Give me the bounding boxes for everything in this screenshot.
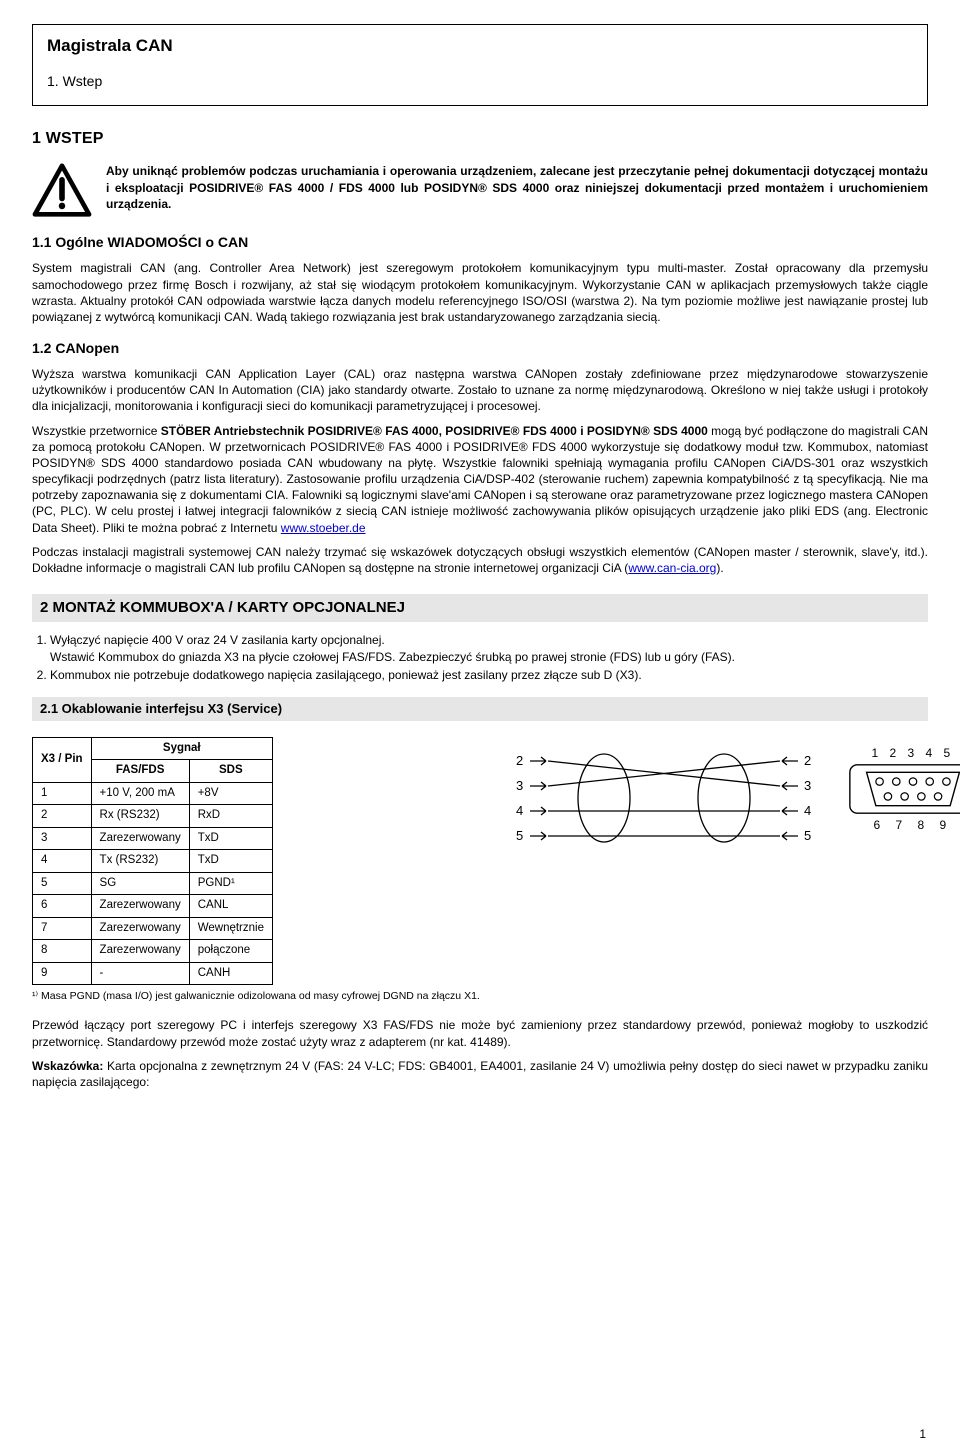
cable-diagram: 2 3 4 5 2 3 4 5 bbox=[504, 731, 824, 865]
p12b-bold: STÖBER Antriebstechnik POSIDRIVE® FAS 40… bbox=[161, 424, 708, 438]
cell-sds: CANH bbox=[189, 962, 272, 985]
svg-text:3: 3 bbox=[804, 778, 811, 793]
section-1-1-heading: 1.1 Ogólne WIADOMOŚCI o CAN bbox=[32, 233, 928, 252]
table-row: 7ZarezerwowanyWewnętrznie bbox=[33, 917, 273, 940]
svg-text:2: 2 bbox=[516, 753, 523, 768]
paragraph-end-1: Przewód łączący port szeregowy PC i inte… bbox=[32, 1017, 928, 1049]
step-1-line2: Wstawić Kommubox do gniazda X3 na płycie… bbox=[50, 650, 735, 664]
doc-subtitle: 1. Wstep bbox=[47, 72, 913, 91]
table-row: 1+10 V, 200 mA+8V bbox=[33, 782, 273, 805]
step-1-line1: Wyłączyć napięcie 400 V oraz 24 V zasila… bbox=[50, 633, 385, 647]
cell-fas: - bbox=[91, 962, 189, 985]
warning-icon bbox=[32, 163, 92, 219]
section-1-heading: 1 WSTEP bbox=[32, 128, 928, 150]
table-row: 6ZarezerwowanyCANL bbox=[33, 895, 273, 918]
p12c-post: ). bbox=[716, 561, 723, 575]
cell-pin: 8 bbox=[33, 940, 92, 963]
table-row: 4Tx (RS232)TxD bbox=[33, 850, 273, 873]
cell-pin: 5 bbox=[33, 872, 92, 895]
svg-text:5: 5 bbox=[516, 828, 523, 843]
warning-paragraph: Aby uniknąć problemów podczas uruchamian… bbox=[106, 163, 928, 212]
table-row: 2Rx (RS232)RxD bbox=[33, 805, 273, 828]
cell-fas: Tx (RS232) bbox=[91, 850, 189, 873]
cell-fas: Zarezerwowany bbox=[91, 895, 189, 918]
section-2-bar: 2 MONTAŻ KOMMUBOX'A / KARTY OPCJONALNEJ bbox=[32, 594, 928, 622]
doc-title: Magistrala CAN bbox=[47, 35, 913, 58]
conn-top-labels: 1 2 3 4 5 bbox=[871, 745, 954, 761]
cell-pin: 2 bbox=[33, 805, 92, 828]
cell-fas: SG bbox=[91, 872, 189, 895]
warning-text: Aby uniknąć problemów podczas uruchamian… bbox=[106, 163, 928, 212]
paragraph-1-2c: Podczas instalacji magistrali systemowej… bbox=[32, 544, 928, 576]
paragraph-end-2: Wskazówka: Karta opcjonalna z zewnętrzny… bbox=[32, 1058, 928, 1090]
cell-pin: 6 bbox=[33, 895, 92, 918]
cell-sds: TxD bbox=[189, 850, 272, 873]
cell-fas: +10 V, 200 mA bbox=[91, 782, 189, 805]
step-1: Wyłączyć napięcie 400 V oraz 24 V zasila… bbox=[50, 632, 928, 664]
th-pin: X3 / Pin bbox=[33, 737, 92, 782]
table-row: 9-CANH bbox=[33, 962, 273, 985]
paragraph-1-2a: Wyższa warstwa komunikacji CAN Applicati… bbox=[32, 366, 928, 415]
cell-pin: 3 bbox=[33, 827, 92, 850]
warning-block: Aby uniknąć problemów podczas uruchamian… bbox=[32, 163, 928, 219]
cell-sds: CANL bbox=[189, 895, 272, 918]
header-box: Magistrala CAN 1. Wstep bbox=[32, 24, 928, 106]
cell-sds: TxD bbox=[189, 827, 272, 850]
table-row: 3ZarezerwowanyTxD bbox=[33, 827, 273, 850]
cell-sds: PGND¹ bbox=[189, 872, 272, 895]
cell-fas: Zarezerwowany bbox=[91, 940, 189, 963]
cell-fas: Zarezerwowany bbox=[91, 917, 189, 940]
hint-label: Wskazówka: bbox=[32, 1059, 103, 1073]
page-number: 1 bbox=[919, 1426, 926, 1442]
link-stoeber[interactable]: www.stoeber.de bbox=[281, 521, 366, 535]
svg-text:2: 2 bbox=[804, 753, 811, 768]
svg-text:3: 3 bbox=[516, 778, 523, 793]
section-1-2-heading: 1.2 CANopen bbox=[32, 339, 928, 358]
p12c-pre: Podczas instalacji magistrali systemowej… bbox=[32, 545, 928, 575]
th-signal: Sygnał bbox=[91, 737, 272, 760]
table-row: 5SGPGND¹ bbox=[33, 872, 273, 895]
cell-pin: 7 bbox=[33, 917, 92, 940]
step-2: Kommubox nie potrzebuje dodatkowego napi… bbox=[50, 667, 928, 683]
paragraph-1-1: System magistrali CAN (ang. Controller A… bbox=[32, 260, 928, 325]
table-footnote: ¹⁾ Masa PGND (masa I/O) jest galwaniczni… bbox=[32, 989, 480, 1003]
cell-sds: połączone bbox=[189, 940, 272, 963]
cell-pin: 4 bbox=[33, 850, 92, 873]
wiring-row: X3 / Pin Sygnał FAS/FDS SDS 1+10 V, 200 … bbox=[32, 731, 928, 1004]
table-row: 8Zarezerwowanypołączone bbox=[33, 940, 273, 963]
connector-diagram: 1 2 3 4 5 6 7 8 9 bbox=[848, 731, 960, 833]
cell-sds: Wewnętrznie bbox=[189, 917, 272, 940]
paragraph-1-2b: Wszystkie przetwornice STÖBER Antriebste… bbox=[32, 423, 928, 536]
pin-table: X3 / Pin Sygnał FAS/FDS SDS 1+10 V, 200 … bbox=[32, 737, 273, 986]
svg-text:4: 4 bbox=[516, 803, 523, 818]
p12b-rest: mogą być podłączone do magistrali CAN za… bbox=[32, 424, 928, 535]
cell-pin: 1 bbox=[33, 782, 92, 805]
cell-fas: Zarezerwowany bbox=[91, 827, 189, 850]
svg-text:5: 5 bbox=[804, 828, 811, 843]
cell-fas: Rx (RS232) bbox=[91, 805, 189, 828]
pin-table-wrap: X3 / Pin Sygnał FAS/FDS SDS 1+10 V, 200 … bbox=[32, 731, 480, 1004]
th-fas: FAS/FDS bbox=[91, 760, 189, 783]
install-steps: Wyłączyć napięcie 400 V oraz 24 V zasila… bbox=[32, 632, 928, 683]
conn-bottom-labels: 6 7 8 9 bbox=[873, 817, 952, 833]
link-cancia[interactable]: www.can-cia.org bbox=[628, 561, 716, 575]
cell-sds: +8V bbox=[189, 782, 272, 805]
svg-text:4: 4 bbox=[804, 803, 811, 818]
hint-text: Karta opcjonalna z zewnętrznym 24 V (FAS… bbox=[32, 1059, 928, 1089]
cell-pin: 9 bbox=[33, 962, 92, 985]
cell-sds: RxD bbox=[189, 805, 272, 828]
section-2-1-bar: 2.1 Okablowanie interfejsu X3 (Service) bbox=[32, 697, 928, 721]
p12b-pre: Wszystkie przetwornice bbox=[32, 424, 161, 438]
th-sds: SDS bbox=[189, 760, 272, 783]
